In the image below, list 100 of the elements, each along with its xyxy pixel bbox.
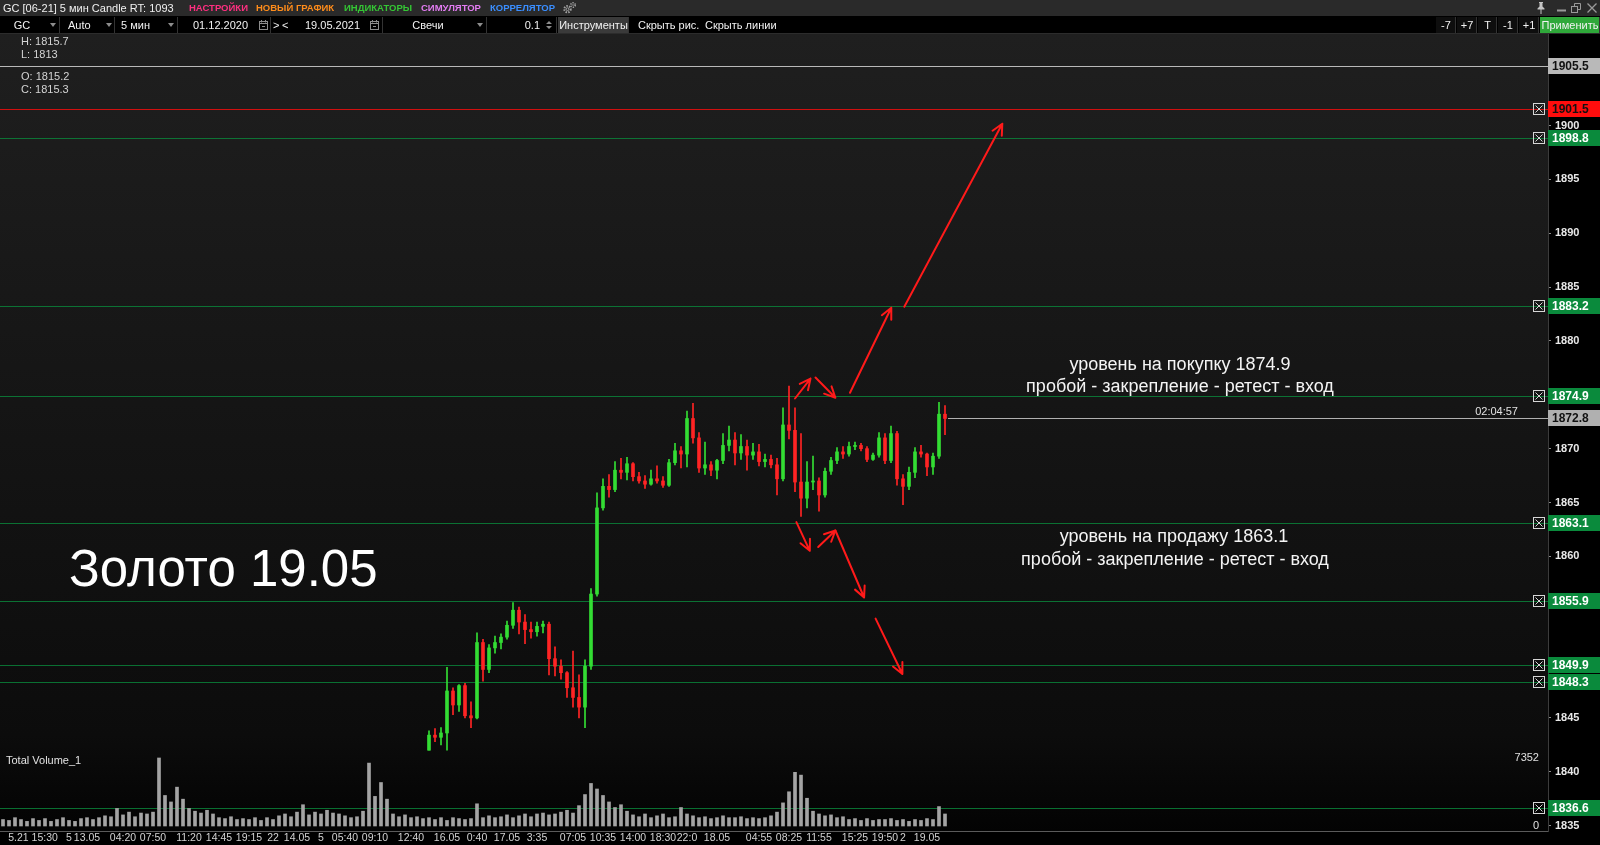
- bar: [685, 813, 689, 827]
- annotation: пробой - закрепление - ретест - вход: [1026, 375, 1334, 397]
- bar: [169, 801, 173, 827]
- x-tick-label: 19.05: [913, 831, 941, 844]
- bar: [337, 813, 341, 827]
- bar: [511, 817, 515, 827]
- bar: [829, 814, 833, 827]
- y-tick-label: 1880: [1555, 333, 1580, 346]
- x-tick-label: 09:10: [361, 831, 389, 844]
- bar: [823, 815, 827, 827]
- bar: [625, 810, 629, 827]
- bar: [187, 808, 191, 827]
- candlestick: [433, 728, 437, 742]
- x-tick-label: 2: [900, 831, 907, 844]
- button: +7: [1457, 17, 1477, 33]
- bar: [721, 815, 725, 827]
- bar: [361, 810, 365, 827]
- ref-line-label: 1848.3: [1548, 674, 1600, 691]
- bar: [415, 816, 419, 827]
- bar: [91, 819, 95, 827]
- bar: [385, 798, 389, 827]
- bar: [535, 813, 539, 827]
- candlestick: [739, 434, 743, 460]
- annotation: уровень на покупку 1874.9: [1069, 353, 1291, 375]
- candlestick: [799, 433, 803, 517]
- bar: [607, 801, 611, 827]
- bar: [49, 821, 53, 827]
- bar: [463, 819, 467, 827]
- bar: [181, 798, 185, 827]
- text: ИНДИКАТОРЫ: [344, 1, 413, 15]
- bar: [547, 814, 551, 827]
- bar: [343, 815, 347, 827]
- bar: [61, 817, 65, 827]
- bar: [175, 786, 179, 827]
- bar: [121, 814, 125, 827]
- x-tick-label: 5: [318, 831, 325, 844]
- bar: [919, 820, 923, 827]
- bar: [235, 819, 239, 827]
- bar: [565, 809, 569, 827]
- bar: [409, 817, 413, 827]
- annotation: Total Volume_1: [6, 753, 82, 767]
- x-tick-label: 22:0: [676, 831, 698, 844]
- candlestick: [529, 621, 533, 639]
- y-tick-label: 1835: [1555, 818, 1580, 831]
- y-tick-label: 1885: [1555, 280, 1580, 293]
- x-tick-label: 07:50: [139, 831, 167, 844]
- bar: [469, 818, 473, 827]
- button: +1: [1519, 17, 1539, 33]
- text: НОВЫЙ ГРАФИК: [256, 1, 335, 15]
- bar: [817, 813, 821, 827]
- bar: [901, 819, 905, 827]
- candlestick: [655, 465, 659, 484]
- bar: [205, 809, 209, 827]
- annotation: 02:04:57: [1475, 405, 1518, 419]
- bar: [649, 817, 653, 827]
- candlestick: [619, 458, 623, 480]
- bar: [283, 813, 287, 827]
- text: КОРРЕЛЯТОР: [490, 1, 555, 15]
- x-tick-label: 08:25: [775, 831, 803, 844]
- x-tick-label: 07:05: [559, 831, 587, 844]
- bar: [523, 813, 527, 827]
- bar: [793, 772, 797, 827]
- bar: [871, 820, 875, 827]
- bar: [775, 811, 779, 827]
- candlestick: [727, 425, 731, 452]
- bar: [217, 817, 221, 827]
- bar: [517, 815, 521, 827]
- bar: [931, 819, 935, 827]
- bar: [265, 817, 269, 827]
- bar: [427, 817, 431, 827]
- bar: [133, 816, 137, 827]
- bar: [757, 818, 761, 827]
- x-tick-label: 0:40: [466, 831, 488, 844]
- text: <: [282, 18, 289, 33]
- ref-line-label: 1883.2: [1548, 298, 1600, 315]
- bar: [853, 818, 857, 827]
- y-tick-label: 1900: [1555, 118, 1580, 131]
- bar: [835, 817, 839, 827]
- bar: [85, 817, 89, 827]
- x-tick-label: 3:35: [526, 831, 548, 844]
- bar: [319, 813, 323, 827]
- candlestick: [943, 405, 947, 435]
- bar: [493, 817, 497, 827]
- ref-line-label: 1863.1: [1548, 514, 1600, 531]
- bar: [673, 816, 677, 827]
- x-tick-label: 11:20: [176, 831, 202, 844]
- bar: [619, 804, 623, 827]
- bar: [697, 817, 701, 827]
- candlestick: [577, 674, 581, 719]
- bar: [331, 812, 335, 827]
- bar: [313, 811, 317, 827]
- bar: [937, 806, 941, 827]
- bar: [865, 818, 869, 827]
- candlestick: [571, 650, 575, 708]
- bar: [613, 807, 617, 827]
- bar: [643, 813, 647, 827]
- ref-line-label: 1898.8: [1548, 130, 1600, 147]
- bar: [745, 818, 749, 827]
- ref-line-label: 1849.9: [1548, 657, 1600, 674]
- annotation: пробой - закрепление - ретест - вход: [1021, 547, 1329, 570]
